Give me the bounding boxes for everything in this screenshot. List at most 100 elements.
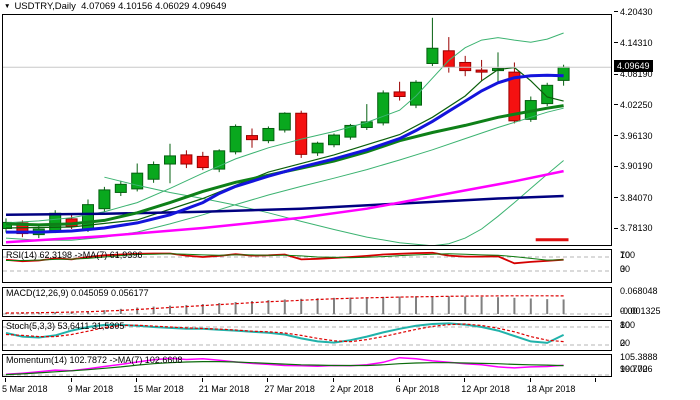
time-axis-tick: [529, 378, 531, 382]
price-axis-tick: [614, 11, 618, 13]
candle-body: [49, 212, 62, 232]
time-axis-tick: [333, 378, 334, 382]
indicator-axis-label: 0: [620, 264, 626, 274]
indicator-axis-label: 30: [620, 264, 631, 274]
candle-body: [213, 150, 226, 170]
ohlc-values-label: 4.07069 4.10156 4.06029 4.09649: [81, 1, 227, 12]
candle-body: [196, 155, 209, 169]
date-label: 27 Mar 2018: [264, 384, 315, 394]
stochastic-canvas[interactable]: [3, 321, 611, 350]
rsi-panel[interactable]: RSI(14) 62,3198 ->MA(7) 61,9396: [2, 249, 612, 283]
price-chart-canvas[interactable]: [3, 15, 611, 245]
candle-body: [246, 135, 258, 141]
momentum-ma: [5, 360, 564, 376]
price-axis-tick: [614, 42, 618, 44]
dropdown-triangle-icon[interactable]: ▼: [4, 3, 11, 10]
indicator-axis-label: 0: [620, 338, 626, 348]
candle-body: [98, 189, 111, 210]
price-axis-label: 4.20430: [620, 6, 653, 17]
indicator-axis-label: 0.00: [620, 306, 638, 316]
stoch-k: [5, 322, 565, 344]
price-axis-label: 3.96130: [620, 130, 653, 141]
price-axis-label: 4.14310: [620, 37, 653, 48]
momentum-label: Momentum(14) 102.7872 ->MA(7) 102.6608: [6, 355, 183, 365]
price-axis-label: 3.78130: [620, 223, 653, 234]
candle-body: [262, 127, 275, 142]
candle-body: [311, 142, 324, 154]
time-axis-tick: [398, 378, 400, 382]
rsi-label: RSI(14) 62,3198 ->MA(7) 61,9396: [6, 250, 143, 260]
indicator-axis-label: -0.001325: [620, 306, 661, 316]
macd-histogram: [5, 296, 565, 314]
candle-body: [295, 112, 308, 155]
date-label: 21 Mar 2018: [198, 384, 250, 394]
indicator-axis-label: 70: [620, 250, 631, 260]
momentum-panel[interactable]: Momentum(14) 102.7872 ->MA(7) 102.6608: [2, 354, 612, 377]
price-axis-tick: [614, 165, 618, 167]
indicator-axis-label: 80: [620, 320, 631, 330]
candle-body: [229, 125, 242, 153]
price-axis-tick: [614, 104, 618, 106]
price-axis[interactable]: 4.20430 4.14310 4.08190 4.02250 3.96130 3.901…: [614, 0, 700, 400]
candle-body: [180, 154, 193, 165]
rsi-canvas[interactable]: [3, 250, 611, 282]
price-axis-tick: [614, 227, 618, 229]
macd-canvas[interactable]: [3, 288, 611, 316]
macd-label: MACD(12,26,9) 0.045059 0.056177: [6, 288, 149, 298]
date-label: 15 Mar 2018: [133, 384, 184, 394]
time-axis-tick: [5, 378, 6, 382]
candle-body: [131, 172, 144, 190]
stochastic-panel[interactable]: Stoch(5,3,3) 53,6411 31,5305: [2, 320, 612, 351]
macd-signal-line: [5, 295, 564, 314]
indicator-axis-label: 0.068048: [620, 286, 658, 296]
candle-body: [459, 61, 472, 72]
ma-magenta: [5, 169, 564, 244]
time-axis-tick: [464, 378, 466, 382]
price-axis-tick: [614, 197, 618, 199]
candle-body: [426, 47, 439, 64]
price-axis-label: 4.08190: [620, 69, 653, 80]
candle-body: [114, 183, 127, 193]
chart-title: ▼ USDTRY,Daily 4.07069 4.10156 4.06029 4.…: [4, 1, 226, 13]
price-axis-label: 3.90190: [620, 161, 653, 172]
candles-group: [3, 17, 570, 239]
date-label: 6 Apr 2018: [395, 384, 440, 394]
date-label: 12 Apr 2018: [461, 384, 510, 394]
indicator-axis-label: 100: [620, 320, 636, 330]
time-axis-tick: [595, 378, 597, 382]
candle-body: [393, 91, 406, 97]
ma-navy: [5, 194, 564, 217]
price-axis-tick: [614, 73, 618, 75]
time-axis[interactable]: 5 Mar 2018 9 Mar 2018 15 Mar 2018 21 Mar 20…: [0, 378, 700, 400]
date-label: 18 Apr 2018: [526, 384, 576, 394]
candle-body: [410, 81, 422, 106]
candle-body: [475, 69, 488, 73]
stochastic-label: Stoch(5,3,3) 53,6411 31,5305: [6, 321, 125, 331]
indicator-axis-label: 100.00: [620, 364, 648, 374]
price-axis-tick: [614, 135, 618, 137]
main-price-panel[interactable]: [2, 14, 612, 246]
time-axis-tick: [136, 378, 138, 382]
candle-body: [164, 155, 176, 165]
time-axis-tick: [201, 378, 203, 382]
candle-body: [278, 112, 291, 131]
rsi: [5, 251, 564, 265]
candle-body: [508, 71, 521, 122]
indicator-axis-label: 99.7726: [620, 364, 653, 374]
current-price-tag: 4.09649: [614, 60, 653, 73]
ma-blue: [6, 73, 564, 234]
momentum: [5, 356, 564, 376]
envelope-upper: [5, 32, 564, 224]
candle-body: [557, 66, 570, 81]
macd-panel[interactable]: MACD(12,26,9) 0.045059 0.056177: [2, 287, 612, 317]
momentum-canvas[interactable]: [3, 355, 611, 376]
price-axis-label: 4.02250: [620, 99, 653, 110]
price-axis-label: 3.84070: [620, 192, 653, 203]
candle-body: [328, 134, 340, 146]
date-label: 9 Mar 2018: [67, 384, 114, 394]
indicator-axis-label: 105.3888: [620, 352, 658, 362]
candle-body: [147, 164, 160, 180]
indicator-axis-label: 100: [620, 250, 636, 260]
date-label: 2 Apr 2018: [330, 384, 374, 394]
